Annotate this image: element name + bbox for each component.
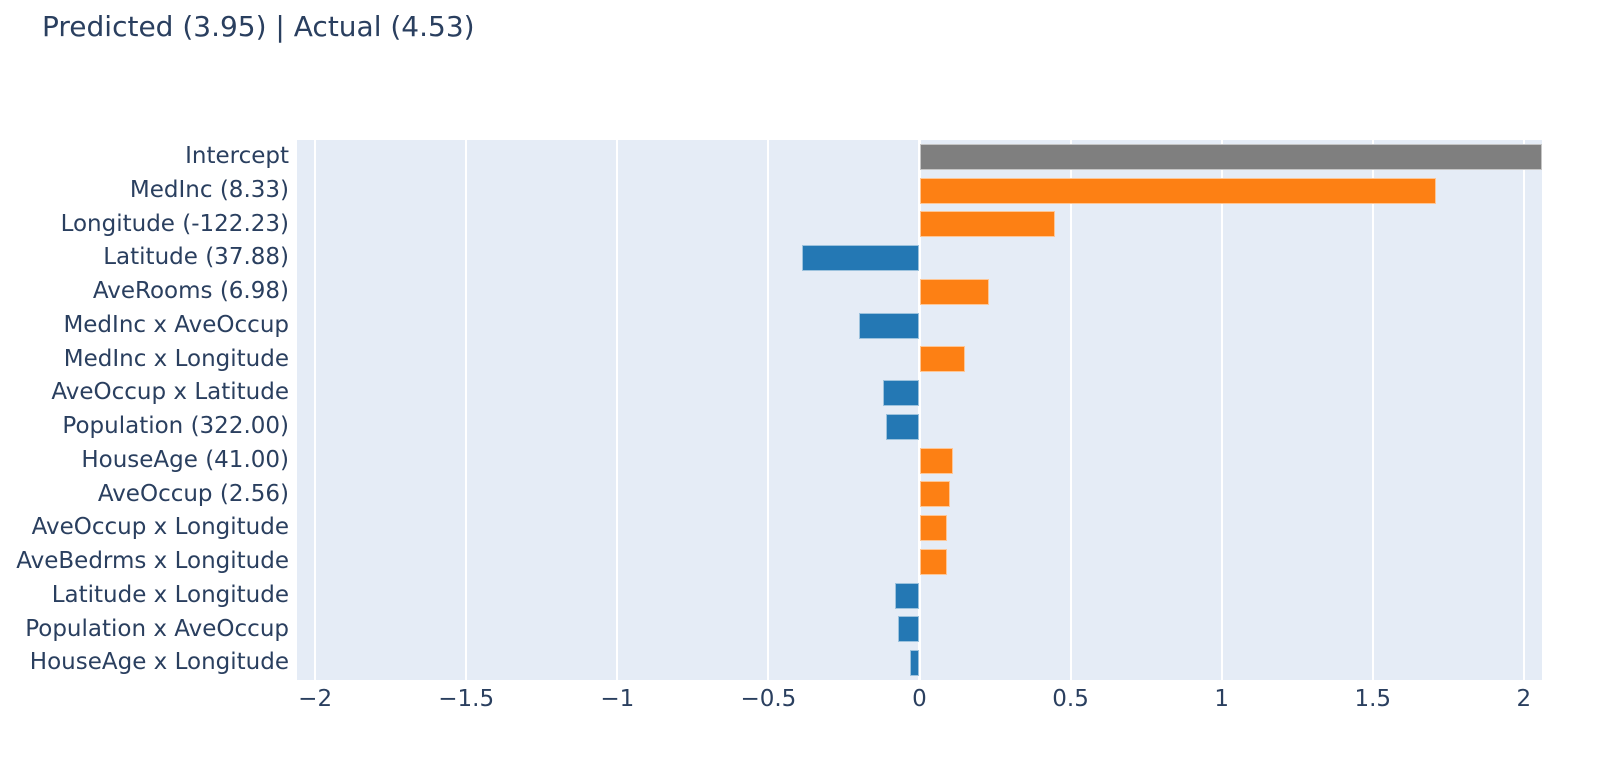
zero-gridline bbox=[918, 140, 921, 680]
x-tick-label: 1.5 bbox=[1354, 686, 1392, 712]
bar[interactable] bbox=[859, 312, 920, 339]
bar[interactable] bbox=[883, 380, 920, 407]
bar[interactable] bbox=[886, 413, 920, 440]
y-tick-label: MedInc x Longitude bbox=[63, 345, 289, 372]
bar[interactable] bbox=[895, 582, 920, 609]
x-tick-label: −1 bbox=[600, 686, 635, 712]
gridline bbox=[314, 140, 317, 680]
x-tick-label: −0.5 bbox=[740, 686, 797, 712]
plot-area bbox=[297, 140, 1542, 680]
y-tick-label: MedInc (8.33) bbox=[129, 176, 289, 203]
y-tick-label: Population (322.00) bbox=[62, 413, 289, 439]
bar[interactable] bbox=[919, 481, 950, 508]
y-tick-label: HouseAge x Longitude bbox=[29, 649, 289, 676]
y-tick-label: MedInc x AveOccup bbox=[63, 311, 289, 338]
x-tick-label: 2 bbox=[1516, 686, 1532, 712]
y-tick-label: HouseAge (41.00) bbox=[81, 446, 289, 473]
gridline bbox=[616, 140, 619, 680]
x-tick-label: 0 bbox=[912, 686, 927, 712]
gridline bbox=[1220, 140, 1223, 680]
y-tick-label: Longitude (-122.23) bbox=[60, 210, 289, 237]
y-tick-label: AveRooms (6.98) bbox=[92, 278, 289, 304]
bar[interactable] bbox=[919, 143, 1542, 170]
y-tick-label: AveBedrms x Longitude bbox=[16, 548, 289, 574]
bar[interactable] bbox=[919, 515, 947, 542]
bar[interactable] bbox=[919, 211, 1056, 238]
x-tick-label: −2 bbox=[298, 686, 333, 712]
bar[interactable] bbox=[919, 447, 953, 474]
bar[interactable] bbox=[919, 346, 965, 373]
bar[interactable] bbox=[898, 616, 920, 643]
x-tick-label: 0.5 bbox=[1052, 686, 1089, 712]
y-tick-label: Population x AveOccup bbox=[25, 615, 289, 642]
bar[interactable] bbox=[801, 245, 920, 272]
gridline bbox=[465, 140, 468, 680]
gridline bbox=[1069, 140, 1072, 680]
gridline bbox=[767, 140, 770, 680]
bar[interactable] bbox=[919, 278, 989, 305]
y-tick-label: AveOccup x Longitude bbox=[31, 514, 289, 541]
bar[interactable] bbox=[919, 177, 1437, 204]
y-tick-label: Intercept bbox=[185, 143, 289, 169]
bar[interactable] bbox=[910, 650, 920, 677]
y-tick-label: Latitude x Longitude bbox=[51, 581, 289, 608]
y-tick-label: AveOccup x Latitude bbox=[51, 379, 289, 406]
x-tick-label: 1 bbox=[1214, 686, 1229, 712]
bar[interactable] bbox=[919, 548, 947, 575]
y-tick-label: Latitude (37.88) bbox=[103, 244, 289, 271]
gridline bbox=[1371, 140, 1374, 680]
x-tick-label: −1.5 bbox=[438, 686, 495, 712]
y-tick-label: AveOccup (2.56) bbox=[97, 480, 289, 507]
chart-title: Predicted (3.95) | Actual (4.53) bbox=[42, 10, 475, 43]
gridline bbox=[1522, 140, 1525, 680]
